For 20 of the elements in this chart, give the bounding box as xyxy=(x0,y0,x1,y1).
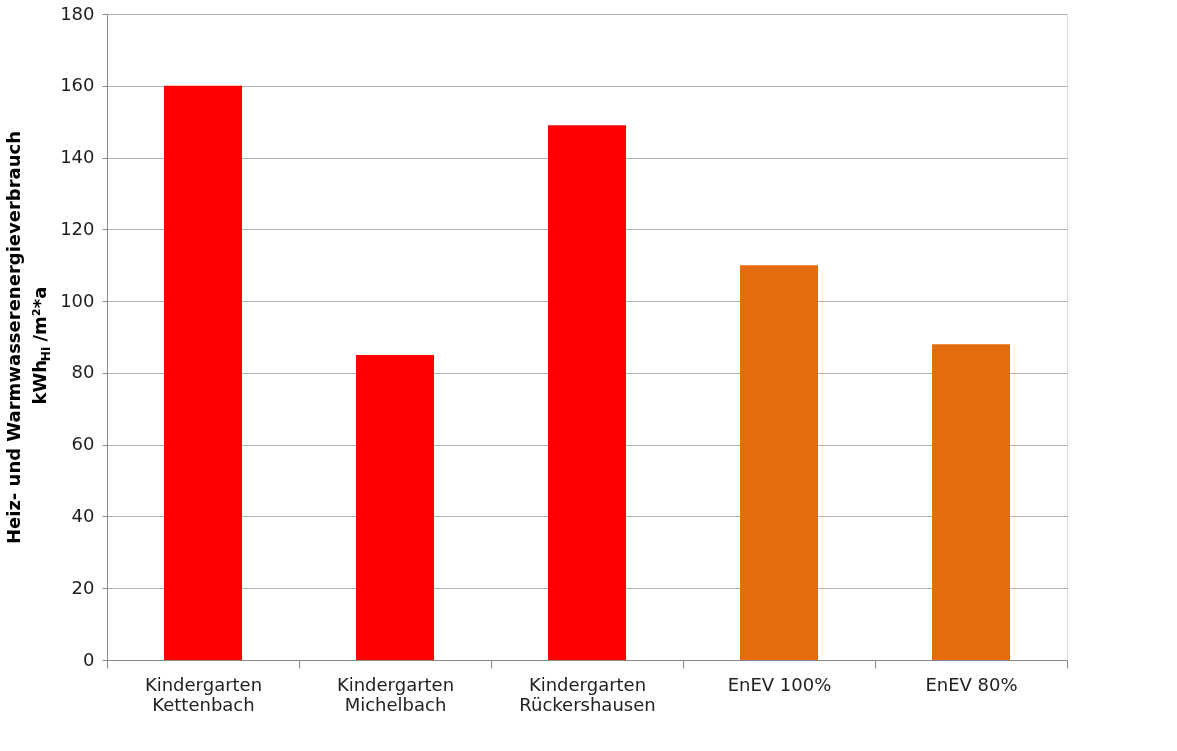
y-tick-label: 160 xyxy=(60,74,95,96)
y-tick-label: 120 xyxy=(60,217,95,239)
x-tick-label: Kindergarten Rückershausen xyxy=(519,673,656,715)
y-tick-label: 80 xyxy=(71,361,95,383)
x-tick-label: EnEV 100% xyxy=(727,673,832,695)
bar xyxy=(740,265,818,660)
x-tick-label: Kindergarten Michelbach xyxy=(336,673,455,715)
y-tick-label: 140 xyxy=(60,146,95,168)
y-tick-label: 0 xyxy=(83,648,95,670)
y-tick-label: 60 xyxy=(71,433,95,455)
bar xyxy=(356,354,434,660)
bar xyxy=(548,125,626,660)
bar xyxy=(932,344,1010,660)
x-tick-label: EnEV 80% xyxy=(925,673,1018,695)
y-tick-label: 180 xyxy=(60,2,95,24)
bar xyxy=(164,85,242,660)
y-tick-label: 40 xyxy=(71,504,95,526)
x-tick-label: Kindergarten Kettenbach xyxy=(144,673,263,715)
y-tick-label: 20 xyxy=(71,576,95,598)
y-tick-label: 100 xyxy=(60,289,95,311)
